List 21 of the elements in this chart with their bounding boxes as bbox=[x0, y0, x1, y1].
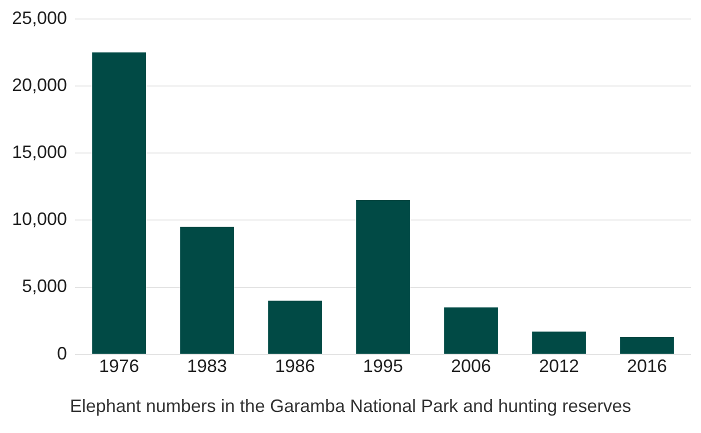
bar bbox=[180, 226, 234, 354]
bar bbox=[532, 332, 586, 354]
x-tick-label: 1983 bbox=[187, 356, 228, 376]
x-tick-label: 1986 bbox=[275, 356, 316, 376]
bar bbox=[620, 336, 674, 354]
bar bbox=[268, 300, 322, 354]
x-tick-label: 2016 bbox=[626, 356, 668, 376]
y-tick-label: 15,000 bbox=[12, 142, 68, 162]
bar bbox=[356, 200, 410, 354]
x-tick-label: 1976 bbox=[99, 356, 140, 376]
x-tick-label: 1995 bbox=[363, 356, 404, 376]
bar bbox=[444, 307, 498, 354]
x-tick-label: 2012 bbox=[538, 356, 580, 376]
y-tick-label: 0 bbox=[57, 343, 68, 364]
y-tick-label: 20,000 bbox=[12, 74, 68, 95]
x-tick-label: 2006 bbox=[450, 356, 492, 376]
bar bbox=[92, 52, 146, 354]
y-tick-label: 5,000 bbox=[22, 276, 68, 296]
y-tick-label: 25,000 bbox=[12, 8, 68, 28]
y-tick-label: 10,000 bbox=[12, 209, 68, 230]
text: Elephant numbers in the Garamba National Park and hunting reserves bbox=[68, 396, 632, 417]
